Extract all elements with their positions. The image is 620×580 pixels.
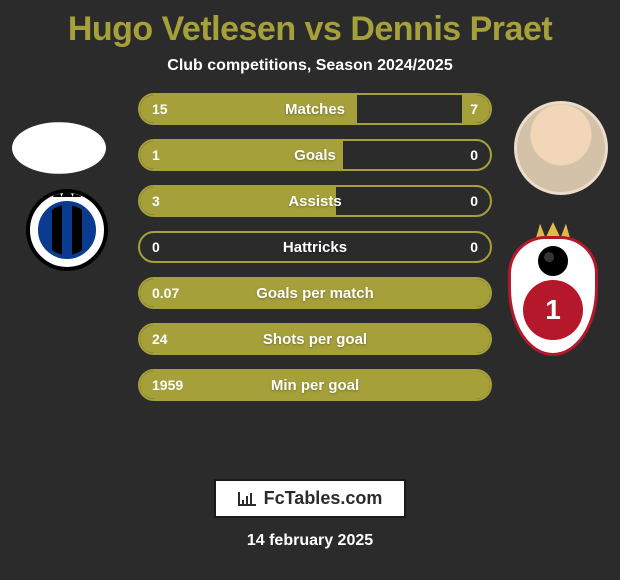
ball-icon	[538, 246, 568, 276]
bar-fill-left	[140, 325, 490, 353]
page-subtitle: Club competitions, Season 2024/2025	[167, 57, 452, 75]
chart-icon	[238, 492, 256, 506]
brand-badge: FcTables.com	[214, 479, 407, 518]
main-area: 1 157Matches10Goals30Assists00Hattricks0…	[0, 93, 620, 479]
team-left-crest	[22, 185, 112, 275]
stat-row: 0.07Goals per match	[138, 277, 492, 309]
club-brugge-icon	[26, 189, 108, 271]
stat-row: 157Matches	[138, 93, 492, 125]
bar-fill-left	[140, 371, 490, 399]
stat-value-right: 0	[470, 187, 478, 215]
player-left-avatar	[12, 122, 106, 174]
bar-fill-left	[140, 141, 343, 169]
crest-number: 1	[523, 280, 583, 340]
bar-fill-left	[140, 95, 357, 123]
page-title: Hugo Vetlesen vs Dennis Praet	[68, 10, 552, 49]
royal-antwerp-icon: 1	[508, 236, 598, 356]
comparison-page: Hugo Vetlesen vs Dennis Praet Club compe…	[0, 0, 620, 580]
stat-value-right: 0	[470, 233, 478, 261]
snapshot-date: 14 february 2025	[247, 532, 373, 550]
stat-row: 30Assists	[138, 185, 492, 217]
stat-label: Hattricks	[140, 233, 490, 261]
bar-fill-left	[140, 279, 490, 307]
stat-value-left: 0	[152, 233, 160, 261]
team-right-crest: 1	[508, 251, 598, 341]
brand-label: FcTables.com	[264, 488, 383, 509]
bar-fill-left	[140, 187, 336, 215]
stat-value-right: 0	[470, 141, 478, 169]
comparison-bars: 157Matches10Goals30Assists00Hattricks0.0…	[138, 93, 492, 401]
stat-row: 10Goals	[138, 139, 492, 171]
face-icon	[517, 104, 605, 192]
stat-row: 1959Min per goal	[138, 369, 492, 401]
crown-icon	[53, 189, 81, 197]
bar-fill-right	[462, 95, 490, 123]
player-right-avatar	[514, 101, 608, 195]
stat-row: 0 0Hattricks	[138, 231, 492, 263]
footer: FcTables.com 14 february 2025	[0, 479, 620, 580]
stat-row: 24Shots per goal	[138, 323, 492, 355]
